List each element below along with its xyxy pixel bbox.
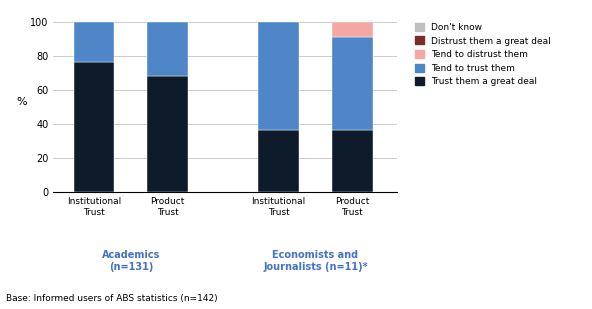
Bar <box>73 62 114 192</box>
Bar <box>258 22 299 130</box>
Bar <box>332 130 372 192</box>
Y-axis label: %: % <box>17 97 27 107</box>
Text: Base: Informed users of ABS statistics (n=142): Base: Informed users of ABS statistics (… <box>6 294 217 303</box>
Bar <box>258 130 299 192</box>
Text: Academics
(n=131): Academics (n=131) <box>102 250 160 272</box>
Text: Economists and
Journalists (n=11)*: Economists and Journalists (n=11)* <box>263 250 368 272</box>
Bar <box>332 22 372 37</box>
Bar <box>147 22 188 76</box>
Bar <box>332 37 372 130</box>
Legend: Don't know, Distrust them a great deal, Tend to distrust them, Tend to trust the: Don't know, Distrust them a great deal, … <box>415 23 551 87</box>
Bar <box>147 76 188 192</box>
Bar <box>73 22 114 62</box>
